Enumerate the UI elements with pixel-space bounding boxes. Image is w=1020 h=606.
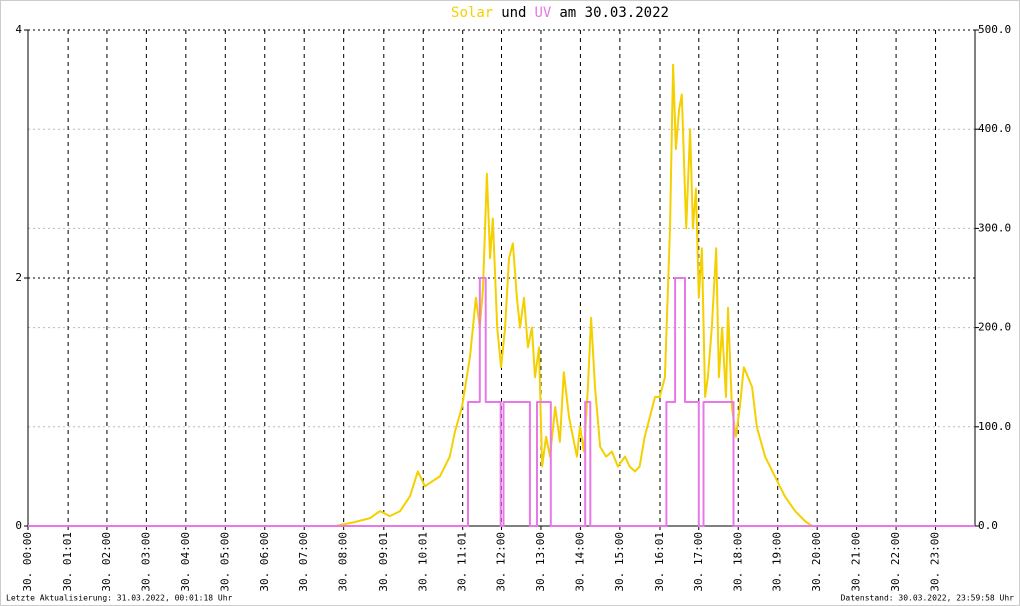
x-tick-label: 30. 15:00 bbox=[613, 532, 626, 592]
x-tick-label: 30. 02:00 bbox=[100, 532, 113, 592]
x-tick-label: 30. 18:00 bbox=[731, 532, 744, 592]
x-tick-label: 30. 07:00 bbox=[297, 532, 310, 592]
y2-tick-label: 300.0 bbox=[978, 221, 1011, 234]
y2-tick-label: 0.0 bbox=[978, 519, 998, 532]
x-tick-label: 30. 13:00 bbox=[534, 532, 547, 592]
footer-right: Datenstand: 30.03.2022, 23:59:58 Uhr bbox=[841, 594, 1015, 603]
y2-tick-label: 200.0 bbox=[978, 321, 1011, 334]
x-tick-label: 30. 22:00 bbox=[889, 532, 902, 592]
x-tick-label: 30. 20:00 bbox=[810, 532, 823, 592]
x-tick-label: 30. 06:00 bbox=[258, 532, 271, 592]
x-tick-label: 30. 01:01 bbox=[61, 532, 74, 592]
chart-title: Solar und UV am 30.03.2022 bbox=[451, 5, 669, 21]
x-tick-label: 30. 08:00 bbox=[337, 532, 350, 592]
title-part: Solar bbox=[451, 5, 493, 21]
x-tick-label: 30. 03:00 bbox=[139, 532, 152, 592]
x-tick-label: 30. 00:00 bbox=[21, 532, 34, 592]
series-line bbox=[28, 277, 975, 527]
y-tick-label: 2 bbox=[15, 271, 22, 284]
title-part: und bbox=[501, 5, 526, 21]
x-tick-label: 30. 10:01 bbox=[416, 532, 429, 592]
x-tick-label: 30. 17:00 bbox=[692, 532, 705, 592]
series-line bbox=[28, 63, 975, 527]
y2-tick-label: 400.0 bbox=[978, 122, 1011, 135]
x-tick-label: 30. 12:00 bbox=[495, 532, 508, 592]
x-tick-label: 30. 14:00 bbox=[573, 532, 586, 592]
x-tick-label: 30. 04:00 bbox=[179, 532, 192, 592]
x-tick-label: 30. 19:00 bbox=[771, 532, 784, 592]
x-tick-label: 30. 23:00 bbox=[929, 532, 942, 592]
x-tick-label: 30. 16:01 bbox=[653, 532, 666, 592]
y2-tick-label: 100.0 bbox=[978, 420, 1011, 433]
x-tick-label: 30. 11:01 bbox=[456, 532, 469, 592]
title-part: am 30.03.2022 bbox=[559, 5, 669, 21]
footer-left: Letzte Aktualisierung: 31.03.2022, 00:01… bbox=[6, 594, 233, 603]
x-tick-label: 30. 05:00 bbox=[218, 532, 231, 592]
y2-tick-label: 500.0 bbox=[978, 23, 1011, 36]
x-tick-label: 30. 09:01 bbox=[377, 532, 390, 592]
title-part: UV bbox=[535, 5, 552, 21]
x-tick-label: 30. 21:00 bbox=[850, 532, 863, 592]
y-tick-label: 4 bbox=[15, 23, 22, 36]
y-tick-label: 0 bbox=[15, 519, 22, 532]
